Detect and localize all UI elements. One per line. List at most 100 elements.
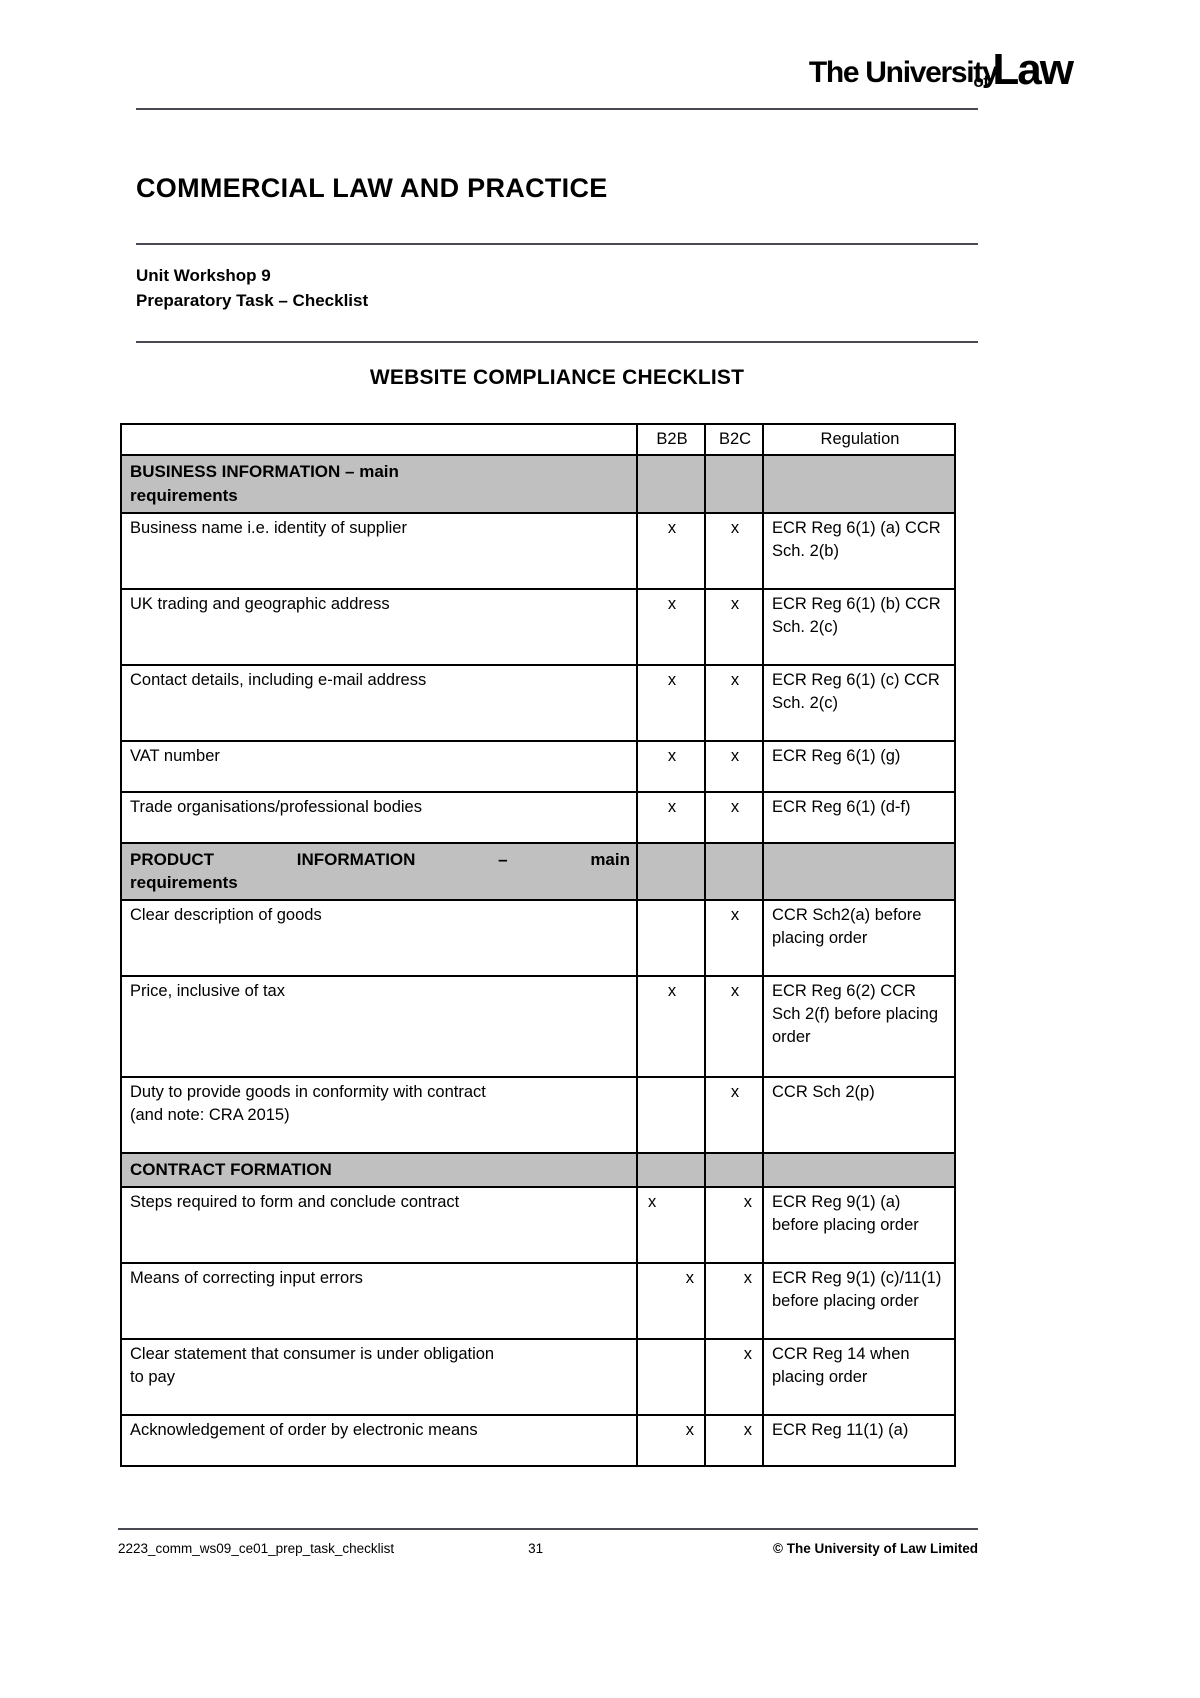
table-row: VAT number x x ECR Reg 6(1) (g): [120, 739, 956, 793]
b2c-mark: x: [704, 1076, 764, 1155]
b2c-mark: x: [704, 1262, 764, 1341]
table-section-empty-cell-b2b: [636, 1152, 706, 1189]
logo-text-of: of: [973, 72, 989, 91]
regulation-reference: ECR Reg 6(1) (d-f): [762, 790, 956, 844]
requirement-item: Acknowledgement of order by electronic m…: [120, 1414, 638, 1468]
page-title: COMMERCIAL LAW AND PRACTICE: [136, 173, 608, 203]
regulation-reference: ECR Reg 6(1) (c) CCR Sch. 2(c): [762, 663, 956, 742]
page-footer: 2223_comm_ws09_ce01_prep_task_checklist …: [118, 1541, 978, 1556]
logo-text-law: Law: [992, 45, 1074, 94]
table-section-empty-cell-regulation: [762, 454, 956, 514]
table-section-title-line2: requirements: [130, 873, 238, 893]
b2c-mark: x: [704, 899, 764, 978]
regulation-reference: ECR Reg 11(1) (a): [762, 1414, 956, 1468]
requirement-item: Price, inclusive of tax: [120, 975, 638, 1079]
table-section-title-line2: requirements: [130, 485, 238, 505]
logo-text-the-university: The University: [808, 56, 999, 89]
column-header-regulation: Regulation: [762, 422, 956, 457]
unit-line: Unit Workshop 9: [136, 266, 271, 285]
divider-bottom: [136, 341, 978, 343]
requirement-item-line2: (and note: CRA 2015): [130, 1106, 290, 1125]
b2b-mark: x: [636, 790, 706, 844]
regulation-reference: CCR Reg 14 when placing order: [762, 1338, 956, 1417]
regulation-reference: ECR Reg 6(1) (g): [762, 739, 956, 793]
footer-page-number: 31: [528, 1541, 544, 1556]
table-row: Business name i.e. identity of supplier x…: [120, 511, 956, 590]
b2b-mark: [636, 1338, 706, 1417]
requirement-item: Clear description of goods: [120, 899, 638, 978]
divider-top: [136, 108, 978, 110]
column-header-b2b: B2B: [636, 422, 706, 457]
table-section-empty-cell-b2b: [636, 841, 706, 902]
table-section-empty-cell-b2c: [704, 841, 764, 902]
table-row: Acknowledgement of order by electronic m…: [120, 1414, 956, 1468]
table-row: UK trading and geographic address x x ECR R…: [120, 587, 956, 666]
regulation-reference: ECR Reg 9(1) (c)/11(1) before placing or…: [762, 1262, 956, 1341]
requirement-item: Clear statement that consumer is under o…: [120, 1338, 638, 1417]
b2b-mark: x: [636, 1186, 706, 1265]
table-row: Clear description of goods x CCR Sch2(a) b…: [120, 899, 956, 978]
table-section-header-row: CONTRACT FORMATION: [120, 1152, 956, 1189]
task-line: Preparatory Task – Checklist: [136, 290, 369, 310]
footer-file-reference: 2223_comm_ws09_ce01_prep_task_checklist: [118, 1541, 395, 1556]
divider-footer: [118, 1528, 978, 1530]
regulation-reference: ECR Reg 6(1) (a) CCR Sch. 2(b): [762, 511, 956, 590]
regulation-reference: CCR Sch2(a) before placing order: [762, 899, 956, 978]
table-section-title: CONTRACT FORMATION: [120, 1152, 638, 1189]
table-row: Trade organisations/professional bodies x…: [120, 790, 956, 844]
b2b-mark: x: [636, 511, 706, 590]
table-row: Duty to provide goods in conformity with…: [120, 1076, 956, 1155]
b2c-mark: x: [704, 663, 764, 742]
table-row: Clear statement that consumer is under o…: [120, 1338, 956, 1417]
b2c-mark: x: [704, 975, 764, 1079]
table-section-empty-cell-b2c: [704, 1152, 764, 1189]
table-section-empty-cell-b2b: [636, 454, 706, 514]
requirement-item: Contact details, including e-mail addres…: [120, 663, 638, 742]
table-section-title: PRODUCT INFORMATION – main requirements: [120, 841, 638, 902]
requirement-item: Steps required to form and conclude cont…: [120, 1186, 638, 1265]
requirement-item: Means of correcting input errors: [120, 1262, 638, 1341]
regulation-reference: ECR Reg 6(2) CCR Sch 2(f) before placing…: [762, 975, 956, 1079]
divider-middle: [136, 243, 978, 245]
compliance-table-wrapper: B2B B2C Regulation BUSINESS INFORMATION …: [120, 422, 956, 1468]
website-compliance-table: B2B B2C Regulation BUSINESS INFORMATION …: [120, 422, 956, 1468]
footer-copyright: © The University of Law Limited: [773, 1541, 978, 1556]
b2c-mark: x: [704, 511, 764, 590]
b2b-mark: x: [636, 975, 706, 1079]
column-header-b2c: B2C: [704, 422, 764, 457]
b2c-mark: x: [704, 587, 764, 666]
table-row: Contact details, including e-mail addres…: [120, 663, 956, 742]
requirement-item: UK trading and geographic address: [120, 587, 638, 666]
column-header-item: [120, 422, 638, 457]
b2b-mark: x: [636, 587, 706, 666]
b2c-mark: x: [704, 1414, 764, 1468]
university-of-law-logo: The UniversityofLaw: [808, 45, 1074, 94]
checklist-heading: WEBSITE COMPLIANCE CHECKLIST: [369, 366, 745, 389]
table-row: Steps required to form and conclude cont…: [120, 1186, 956, 1265]
b2c-mark: x: [704, 739, 764, 793]
b2b-mark: [636, 899, 706, 978]
table-row: Means of correcting input errors x x ECR Re…: [120, 1262, 956, 1341]
requirement-item: VAT number: [120, 739, 638, 793]
requirement-item: Duty to provide goods in conformity with…: [120, 1076, 638, 1155]
requirement-item-line2: to pay: [130, 1368, 175, 1387]
table-section-header-row: BUSINESS INFORMATION – main requirements: [120, 454, 956, 514]
table-body: BUSINESS INFORMATION – main requirements …: [120, 454, 956, 1468]
table-row: Price, inclusive of tax x x ECR Reg 6(2) CC…: [120, 975, 956, 1079]
table-header-row: B2B B2C Regulation: [120, 422, 956, 457]
requirement-item: Business name i.e. identity of supplier: [120, 511, 638, 590]
b2c-mark: x: [704, 790, 764, 844]
table-section-empty-cell-regulation: [762, 841, 956, 902]
b2b-mark: x: [636, 663, 706, 742]
table-section-header-row: PRODUCT INFORMATION – main requirements: [120, 841, 956, 902]
regulation-reference: CCR Sch 2(p): [762, 1076, 956, 1155]
b2b-mark: x: [636, 739, 706, 793]
table-section-title: BUSINESS INFORMATION – main requirements: [120, 454, 638, 514]
table-section-empty-cell-regulation: [762, 1152, 956, 1189]
unit-task-subtitle: Unit Workshop 9 Preparatory Task – Check…: [136, 264, 368, 314]
b2b-mark: x: [636, 1262, 706, 1341]
regulation-reference: ECR Reg 6(1) (b) CCR Sch. 2(c): [762, 587, 956, 666]
b2c-mark: x: [704, 1186, 764, 1265]
table-section-empty-cell-b2c: [704, 454, 764, 514]
